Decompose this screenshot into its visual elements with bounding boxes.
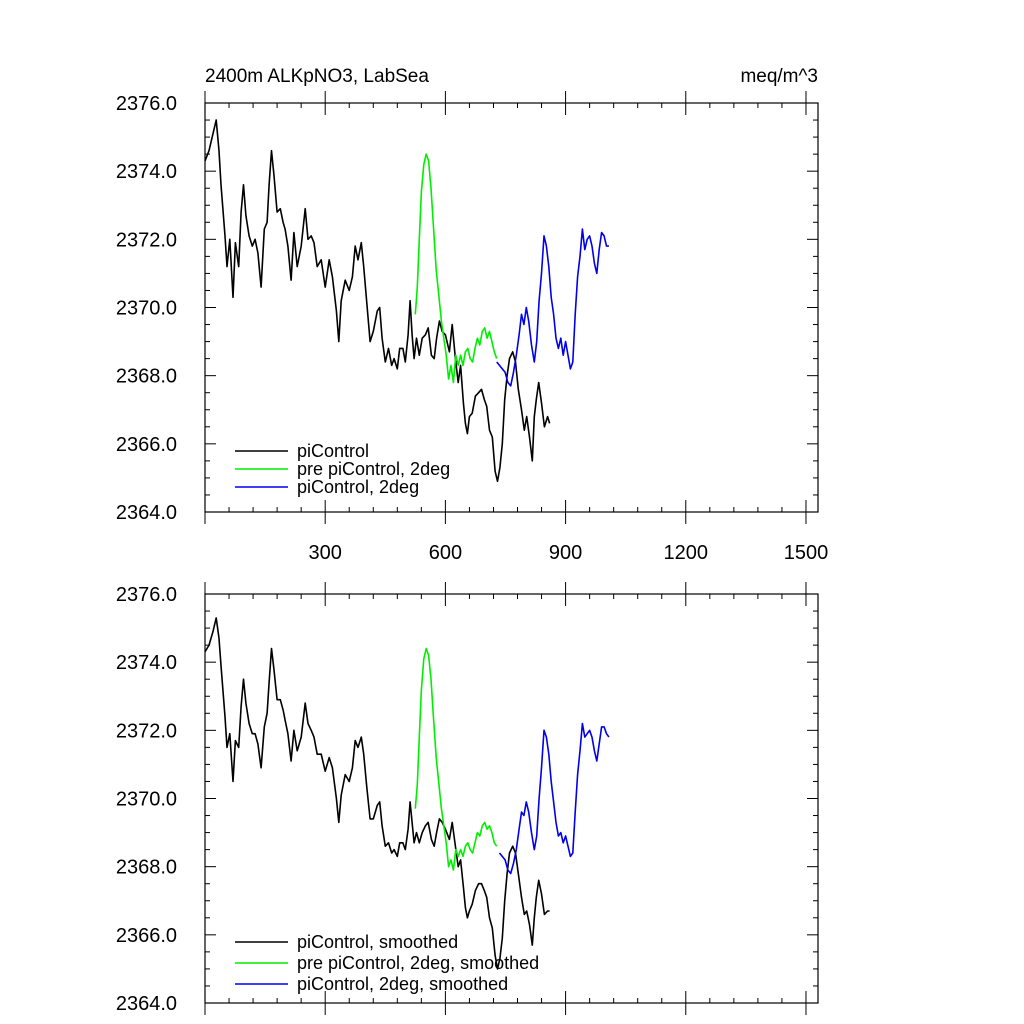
y-tick-label: 2366.0 [116,925,177,947]
series-line-2 [498,722,610,875]
bottom-panel: 2364.0 2366.0 2368.0 2370.0 2372.0 2374.0 2376… [116,582,819,1015]
series-line-0 [204,617,550,970]
series-line-1 [414,153,498,384]
series-line-1 [414,647,498,871]
x-tick-label: 900 [549,542,582,564]
x-tick-label: 1500 [784,542,829,564]
legend-label: piControl, 2deg, smoothed [297,974,508,994]
y-tick-label: 2370.0 [116,789,177,811]
units-label: meq/m^3 [740,66,818,87]
y-tick-label: 2372.0 [116,720,177,742]
y-tick-label: 2370.0 [116,298,177,320]
y-tick-label: 2374.0 [116,161,177,183]
legend-label: piControl, 2deg [297,477,419,497]
top-panel: 2400m ALKpNO3, LabSea meq/m^3 2364.0 2366… [116,66,828,564]
y-tick-label: 2376.0 [116,584,177,606]
y-tick-label: 2374.0 [116,652,177,674]
series-line-0 [204,119,551,483]
y-tick-label: 2376.0 [116,93,177,115]
x-tick-label: 300 [309,542,342,564]
y-tick-label: 2364.0 [116,502,177,524]
legend-label: pre piControl, 2deg [297,459,450,479]
x-tick-label: 1200 [664,542,709,564]
y-tick-label: 2372.0 [116,229,177,251]
legend-label: piControl, smoothed [297,932,458,952]
y-tick-label: 2364.0 [116,993,177,1015]
y-tick-label: 2366.0 [116,434,177,456]
y-tick-label: 2368.0 [116,857,177,879]
series-line-2 [496,228,609,387]
legend-label: pre piControl, 2deg, smoothed [297,953,539,973]
chart-title: 2400m ALKpNO3, LabSea [205,66,429,87]
y-tick-label: 2368.0 [116,366,177,388]
x-tick-label: 600 [429,542,462,564]
legend-label: piControl [297,441,369,461]
